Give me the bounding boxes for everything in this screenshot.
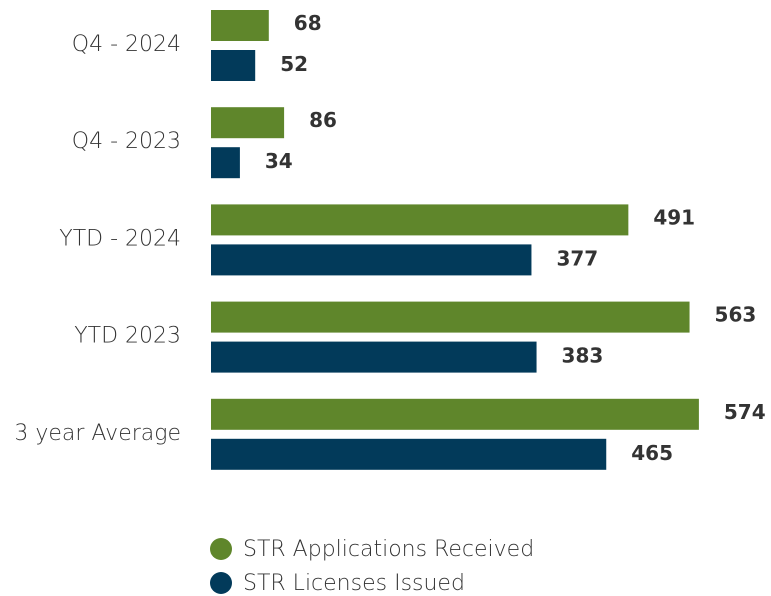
bar [211, 398, 699, 430]
legend-marker [210, 572, 232, 594]
value-label: 383 [562, 344, 604, 368]
value-label: 86 [309, 108, 337, 132]
category-label: YTD 2023 [74, 324, 181, 349]
bar [211, 438, 607, 470]
legend-marker [210, 538, 232, 560]
category-label: 3 year Average [14, 421, 181, 446]
bar [211, 107, 285, 139]
legend-label: STR Applications Received [243, 537, 534, 562]
legend-label: STR Licenses Issued [243, 571, 465, 596]
bar [211, 301, 690, 333]
category-label: Q4 - 2024 [72, 32, 181, 57]
value-label: 491 [653, 205, 695, 229]
value-label: 574 [724, 400, 766, 424]
bar [211, 244, 532, 276]
value-label: 377 [556, 246, 598, 270]
value-label: 52 [280, 52, 308, 76]
value-label: 34 [265, 149, 293, 173]
bar [211, 50, 256, 81]
value-label: 68 [294, 11, 322, 35]
category-label: Q4 - 2023 [72, 129, 181, 154]
bar [211, 147, 240, 179]
category-label: YTD - 2024 [59, 226, 181, 251]
bar [211, 10, 269, 41]
value-label: 563 [715, 303, 757, 327]
bar [211, 341, 537, 373]
bar [211, 204, 629, 236]
value-label: 465 [631, 441, 673, 465]
